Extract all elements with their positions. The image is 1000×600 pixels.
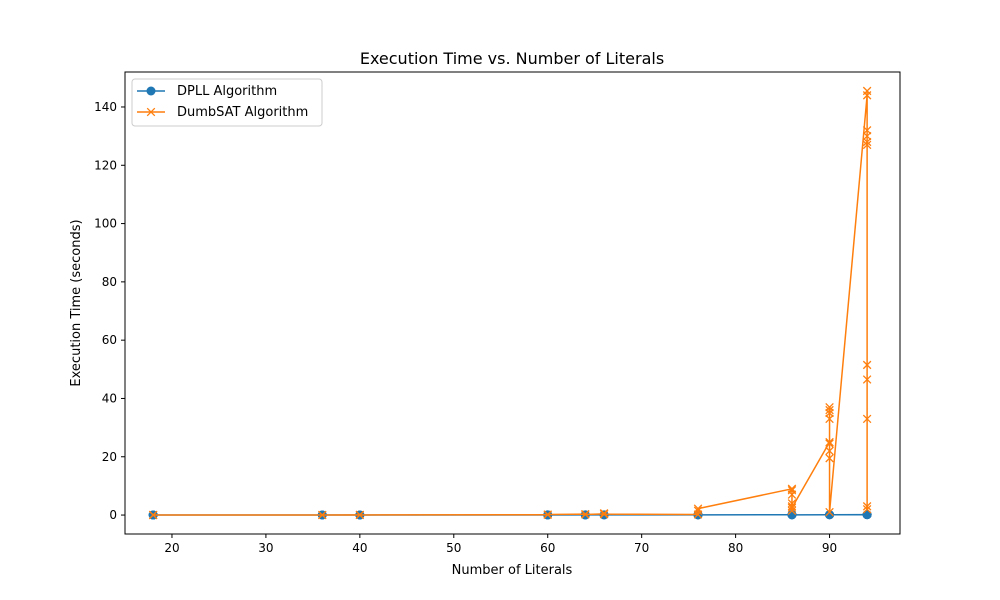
x-tick-label: 90 bbox=[822, 541, 837, 555]
legend-label-dumbsat: DumbSAT Algorithm bbox=[177, 105, 308, 120]
y-tick-label: 100 bbox=[94, 217, 117, 231]
y-tick-label: 40 bbox=[102, 391, 117, 405]
chart-title: Execution Time vs. Number of Literals bbox=[360, 49, 664, 68]
data-point-dumbsat bbox=[355, 510, 365, 520]
y-tick-label: 60 bbox=[102, 333, 117, 347]
data-point-dumbsat bbox=[862, 414, 872, 424]
plot-frame bbox=[124, 71, 901, 535]
x-tick-label: 70 bbox=[634, 541, 649, 555]
data-point-dumbsat bbox=[862, 86, 872, 96]
x-tick-label: 40 bbox=[352, 541, 367, 555]
data-point-dumbsat bbox=[581, 510, 590, 519]
y-tick-label: 120 bbox=[94, 158, 117, 172]
data-point-dumbsat bbox=[862, 140, 872, 150]
legend-label-dpll: DPLL Algorithm bbox=[177, 84, 277, 99]
data-point-dumbsat bbox=[825, 402, 834, 412]
data-point-dumbsat bbox=[787, 506, 797, 515]
data-point-dumbsat bbox=[825, 453, 834, 463]
y-axis: 0 20 40 60 80 100 120 140 bbox=[94, 100, 125, 522]
legend-marker-dumbsat bbox=[146, 107, 156, 117]
y-tick-label: 20 bbox=[102, 450, 117, 464]
data-point-dumbsat bbox=[825, 507, 834, 517]
data-point-dumbsat bbox=[825, 405, 834, 415]
legend-marker-dpll bbox=[146, 86, 156, 96]
x-tick-label: 20 bbox=[164, 541, 179, 555]
data-point-dumbsat bbox=[693, 504, 703, 513]
data-point-dumbsat bbox=[148, 510, 158, 520]
data-point-dumbsat bbox=[862, 360, 872, 370]
data-point-dumbsat bbox=[825, 439, 834, 448]
x-axis-label: Number of Literals bbox=[452, 563, 573, 578]
x-tick-label: 50 bbox=[446, 541, 461, 555]
data-point-dumbsat bbox=[318, 510, 327, 520]
legend-box bbox=[131, 78, 323, 127]
y-tick-label: 0 bbox=[109, 508, 117, 522]
data-point-dumbsat bbox=[862, 504, 872, 514]
data-point-dumbsat bbox=[599, 509, 609, 519]
x-axis: 20 30 40 50 60 70 80 90 bbox=[164, 534, 837, 555]
data-point-dpll bbox=[862, 510, 872, 520]
data-point-dpll bbox=[825, 510, 835, 520]
x-tick-label: 60 bbox=[540, 541, 555, 555]
data-point-dumbsat bbox=[825, 446, 834, 456]
data-point-dumbsat bbox=[543, 510, 552, 519]
data-point-dumbsat bbox=[825, 437, 834, 447]
plot-area bbox=[148, 86, 872, 520]
data-point-dumbsat bbox=[862, 375, 872, 384]
y-tick-label: 80 bbox=[102, 275, 117, 289]
x-tick-label: 80 bbox=[728, 541, 743, 555]
data-point-dumbsat bbox=[787, 490, 797, 499]
data-point-dumbsat bbox=[787, 503, 797, 513]
x-tick-label: 30 bbox=[258, 541, 273, 555]
y-tick-label: 140 bbox=[94, 100, 117, 114]
data-point-dumbsat bbox=[862, 502, 872, 511]
data-point-dumbsat bbox=[693, 506, 703, 515]
data-point-dumbsat bbox=[862, 137, 872, 147]
y-axis-label: Execution Time (seconds) bbox=[69, 219, 84, 386]
legend: DPLL Algorithm DumbSAT Algorithm bbox=[131, 78, 323, 127]
